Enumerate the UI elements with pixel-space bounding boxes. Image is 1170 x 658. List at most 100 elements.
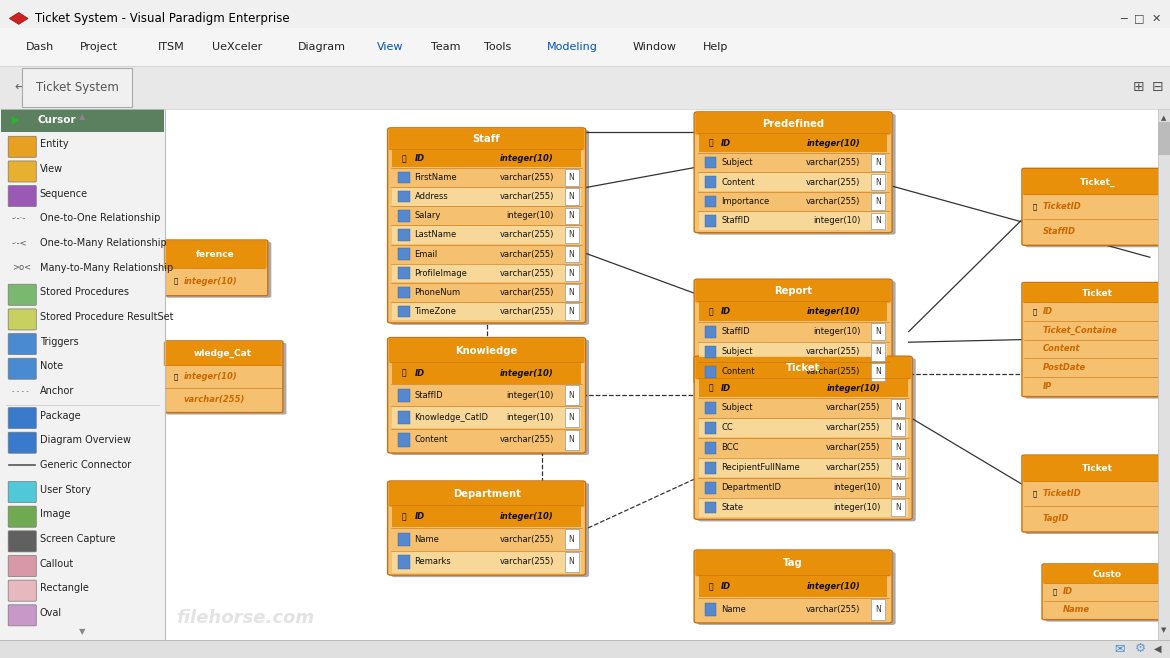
FancyBboxPatch shape	[392, 207, 580, 225]
FancyBboxPatch shape	[387, 481, 585, 575]
Text: Stored Procedure ResultSet: Stored Procedure ResultSet	[40, 312, 173, 322]
Text: integer(10): integer(10)	[184, 276, 238, 286]
Text: PostDate: PostDate	[1042, 363, 1086, 372]
Text: N: N	[895, 463, 901, 472]
FancyBboxPatch shape	[564, 408, 578, 428]
FancyBboxPatch shape	[1025, 170, 1170, 247]
Text: Rectangle: Rectangle	[40, 583, 89, 594]
FancyBboxPatch shape	[166, 242, 271, 297]
FancyBboxPatch shape	[698, 153, 887, 172]
FancyBboxPatch shape	[8, 531, 36, 552]
FancyBboxPatch shape	[388, 338, 584, 363]
Text: Subject: Subject	[721, 347, 752, 356]
Text: Ticket System - Visual Paradigm Enterprise: Ticket System - Visual Paradigm Enterpri…	[35, 12, 290, 25]
Text: DepartmentID: DepartmentID	[721, 483, 782, 492]
Text: integer(10): integer(10)	[184, 372, 238, 381]
Text: N: N	[875, 216, 881, 226]
FancyBboxPatch shape	[704, 366, 716, 378]
FancyBboxPatch shape	[8, 334, 36, 355]
Text: Callout: Callout	[40, 559, 74, 569]
Text: integer(10): integer(10)	[807, 139, 860, 147]
Text: ✕: ✕	[1151, 13, 1161, 24]
Text: N: N	[875, 367, 881, 376]
Text: Custo: Custo	[1093, 570, 1122, 578]
Text: ID: ID	[1064, 588, 1073, 596]
FancyBboxPatch shape	[698, 212, 887, 230]
Text: PhoneNum: PhoneNum	[414, 288, 461, 297]
FancyBboxPatch shape	[704, 176, 716, 188]
Text: varchar(255): varchar(255)	[500, 230, 553, 240]
FancyBboxPatch shape	[8, 605, 36, 626]
Text: N: N	[875, 605, 881, 614]
FancyBboxPatch shape	[1046, 566, 1170, 622]
Text: varchar(255): varchar(255)	[500, 535, 553, 544]
Text: Many-to-Many Relationship: Many-to-Many Relationship	[40, 263, 173, 272]
Text: varchar(255): varchar(255)	[184, 395, 245, 404]
FancyBboxPatch shape	[704, 422, 716, 434]
FancyBboxPatch shape	[387, 128, 585, 323]
FancyBboxPatch shape	[892, 499, 906, 516]
Text: N: N	[569, 535, 574, 544]
Text: 🔑: 🔑	[708, 582, 713, 591]
FancyBboxPatch shape	[564, 386, 578, 405]
Text: Oval: Oval	[40, 608, 62, 618]
Text: ProfileImage: ProfileImage	[414, 268, 467, 278]
Text: N: N	[895, 403, 901, 413]
Text: Name: Name	[1064, 605, 1090, 614]
Text: N: N	[569, 557, 574, 567]
Text: N: N	[569, 413, 574, 422]
Text: N: N	[569, 288, 574, 297]
Text: Ticket: Ticket	[1081, 289, 1113, 297]
Text: Modeling: Modeling	[546, 41, 597, 52]
Text: 🔑: 🔑	[173, 374, 178, 380]
Text: N: N	[895, 503, 901, 512]
Text: TimeZone: TimeZone	[414, 307, 456, 316]
Text: Dash: Dash	[26, 41, 54, 52]
FancyBboxPatch shape	[392, 303, 580, 320]
FancyBboxPatch shape	[392, 245, 580, 263]
FancyBboxPatch shape	[564, 169, 578, 186]
Text: N: N	[875, 347, 881, 356]
Text: Content: Content	[721, 178, 755, 186]
FancyBboxPatch shape	[564, 284, 578, 301]
Text: integer(10): integer(10)	[813, 216, 860, 226]
Text: 🔑: 🔑	[1053, 588, 1057, 595]
Text: integer(10): integer(10)	[507, 413, 553, 422]
FancyBboxPatch shape	[870, 174, 885, 190]
Text: varchar(255): varchar(255)	[500, 288, 553, 297]
Text: integer(10): integer(10)	[507, 211, 553, 220]
FancyBboxPatch shape	[0, 640, 1170, 658]
Text: TicketID: TicketID	[1042, 489, 1082, 498]
Text: Importance: Importance	[721, 197, 770, 206]
FancyBboxPatch shape	[704, 482, 716, 494]
Text: Ticket: Ticket	[1081, 465, 1113, 473]
Text: varchar(255): varchar(255)	[806, 605, 860, 614]
Text: 🔑: 🔑	[401, 154, 406, 163]
FancyBboxPatch shape	[0, 28, 1170, 66]
FancyBboxPatch shape	[695, 113, 890, 135]
Text: varchar(255): varchar(255)	[806, 158, 860, 167]
FancyBboxPatch shape	[0, 109, 165, 640]
FancyBboxPatch shape	[8, 284, 36, 305]
Text: integer(10): integer(10)	[501, 368, 553, 378]
FancyBboxPatch shape	[398, 210, 409, 222]
FancyBboxPatch shape	[698, 192, 887, 211]
Text: Tag: Tag	[783, 559, 803, 569]
Text: ◀: ◀	[1154, 644, 1161, 654]
Text: ID: ID	[721, 307, 731, 316]
Text: N: N	[569, 230, 574, 240]
Text: integer(10): integer(10)	[501, 513, 553, 521]
Text: ID: ID	[721, 582, 731, 591]
FancyBboxPatch shape	[398, 172, 409, 184]
Text: - - - -: - - - -	[12, 388, 28, 394]
FancyBboxPatch shape	[870, 323, 885, 340]
FancyBboxPatch shape	[697, 552, 895, 625]
Text: -·-·-: -·-·-	[12, 214, 26, 223]
Text: ⚙: ⚙	[1135, 642, 1147, 655]
FancyBboxPatch shape	[398, 229, 409, 241]
FancyBboxPatch shape	[1158, 122, 1170, 155]
Text: varchar(255): varchar(255)	[500, 307, 553, 316]
FancyBboxPatch shape	[0, 66, 1170, 109]
Text: StaffID: StaffID	[721, 327, 750, 336]
FancyBboxPatch shape	[564, 530, 578, 549]
